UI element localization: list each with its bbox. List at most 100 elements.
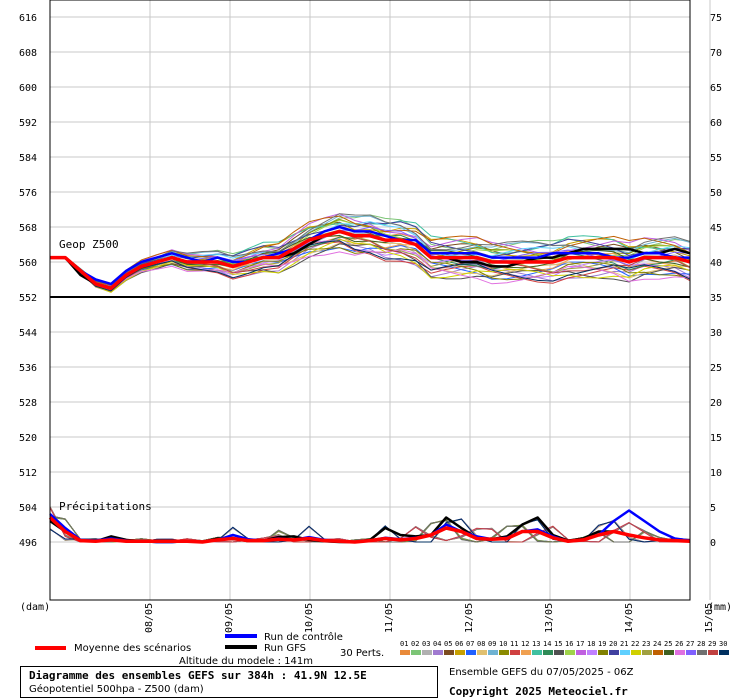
control-z500-line <box>50 225 690 286</box>
right-tick-label: 75 <box>710 13 722 24</box>
pert-number-21: 21 <box>620 640 628 648</box>
pert-number-11: 11 <box>510 640 518 648</box>
info-box: Diagramme des ensembles GEFS sur 384h : … <box>20 666 438 698</box>
pert-swatch-14 <box>543 650 553 655</box>
pert-swatch-18 <box>587 650 597 655</box>
perturbation-series <box>49 213 691 543</box>
left-tick-label: 552 <box>19 293 37 304</box>
pert-number-09: 09 <box>488 640 496 648</box>
pert-swatch-10 <box>499 650 509 655</box>
right-tick-label: 65 <box>710 83 722 94</box>
x-tick-label: 12/05 <box>464 603 475 633</box>
left-tick-label: 520 <box>19 433 37 444</box>
left-tick-label: 544 <box>19 328 37 339</box>
geop-panel-label: Geop Z500 <box>59 238 119 251</box>
left-tick-label: 592 <box>19 118 37 129</box>
pert-swatch-12 <box>521 650 531 655</box>
precip-panel-label: Précipitations <box>59 500 152 513</box>
pert-swatch-07 <box>466 650 476 655</box>
left-tick-label: 600 <box>19 83 37 94</box>
pert-number-27: 27 <box>686 640 694 648</box>
pert-number-25: 25 <box>664 640 672 648</box>
left-tick-label: 536 <box>19 363 37 374</box>
left-tick-label: 608 <box>19 48 37 59</box>
pert-swatch-22 <box>631 650 641 655</box>
legend-gfs-label: Run GFS <box>264 643 306 654</box>
pert-swatch-30 <box>719 650 729 655</box>
pert-swatch-02 <box>411 650 421 655</box>
pert-swatch-28 <box>697 650 707 655</box>
x-tick-label: 14/05 <box>624 603 635 633</box>
pert-number-17: 17 <box>576 640 584 648</box>
grid-lines <box>50 0 711 600</box>
chart-title: Diagramme des ensembles GEFS sur 384h : … <box>29 669 367 682</box>
altitude-label: Altitude du modele : 141m <box>179 656 313 667</box>
right-tick-label: 25 <box>710 363 722 374</box>
legend-pert-swatches: 01 02 03 04 05 06 07 08 09 10 11 12 13 14 15 16 17 18 19 20… <box>400 640 729 655</box>
pert-number-13: 13 <box>532 640 540 648</box>
right-tick-label: 0 <box>710 538 716 549</box>
pert-swatch-08 <box>477 650 487 655</box>
pert-number-15: 15 <box>554 640 562 648</box>
left-tick-label: 576 <box>19 188 37 199</box>
right-tick-label: 60 <box>710 118 722 129</box>
mean-precip-line <box>48 516 691 544</box>
pert-number-16: 16 <box>565 640 573 648</box>
pert-swatch-23 <box>642 650 652 655</box>
left-tick-label: 616 <box>19 13 37 24</box>
pert-number-26: 26 <box>675 640 683 648</box>
left-tick-label: 584 <box>19 153 37 164</box>
right-tick-label: 15 <box>710 433 722 444</box>
pert-number-22: 22 <box>631 640 639 648</box>
pert-number-05: 05 <box>444 640 452 648</box>
left-axis-ticks: 616 608 600 592 584 576 568 560 552 544 536 528 520 5… <box>19 13 37 549</box>
x-tick-label: 10/05 <box>304 603 315 633</box>
plot-frame <box>49 0 691 601</box>
x-tick-label: 08/05 <box>144 603 155 633</box>
main-series <box>48 225 691 544</box>
pert-number-07: 07 <box>466 640 474 648</box>
pert-swatch-13 <box>532 650 542 655</box>
pert-z500-line-30 <box>49 240 691 292</box>
ensemble-info: Ensemble GEFS du 07/05/2025 - 06Z <box>449 667 634 678</box>
pert-swatch-01 <box>400 650 410 655</box>
pert-z500-line-24 <box>49 215 691 286</box>
pert-number-28: 28 <box>697 640 705 648</box>
x-tick-label: 13/05 <box>544 603 555 633</box>
pert-swatch-09 <box>488 650 498 655</box>
pert-number-03: 03 <box>422 640 430 648</box>
pert-swatch-05 <box>444 650 454 655</box>
chart-subtitle: Géopotentiel 500hpa - Z500 (dam) <box>29 684 204 695</box>
left-axis-unit: (dam) <box>20 602 50 613</box>
pert-swatch-16 <box>565 650 575 655</box>
right-tick-label: 5 <box>710 503 716 514</box>
pert-swatch-24 <box>653 650 663 655</box>
pert-number-30: 30 <box>719 640 727 648</box>
left-tick-label: 568 <box>19 223 37 234</box>
pert-swatch-03 <box>422 650 432 655</box>
left-tick-label: 512 <box>19 468 37 479</box>
right-tick-label: 45 <box>710 223 722 234</box>
left-tick-label: 528 <box>19 398 37 409</box>
legend-perts-label: 30 Perts. <box>340 648 384 659</box>
legend-mean-label: Moyenne des scénarios <box>74 642 191 654</box>
pert-number-02: 02 <box>411 640 419 648</box>
pert-z500-line-22 <box>49 238 691 293</box>
pert-swatch-17 <box>576 650 586 655</box>
pert-number-06: 06 <box>455 640 463 648</box>
pert-number-19: 19 <box>598 640 606 648</box>
pert-number-12: 12 <box>521 640 529 648</box>
pert-z500-line-26 <box>49 248 691 291</box>
right-tick-label: 50 <box>710 188 722 199</box>
pert-z500-line-20 <box>49 221 691 286</box>
pert-swatch-20 <box>609 650 619 655</box>
pert-number-29: 29 <box>708 640 716 648</box>
pert-swatch-04 <box>433 650 443 655</box>
pert-swatch-27 <box>686 650 696 655</box>
right-tick-label: 30 <box>710 328 722 339</box>
right-tick-label: 10 <box>710 468 722 479</box>
legend-control-label: Run de contrôle <box>264 631 343 643</box>
right-tick-label: 70 <box>710 48 722 59</box>
right-tick-label: 40 <box>710 258 722 269</box>
x-tick-label: 11/05 <box>384 603 395 633</box>
